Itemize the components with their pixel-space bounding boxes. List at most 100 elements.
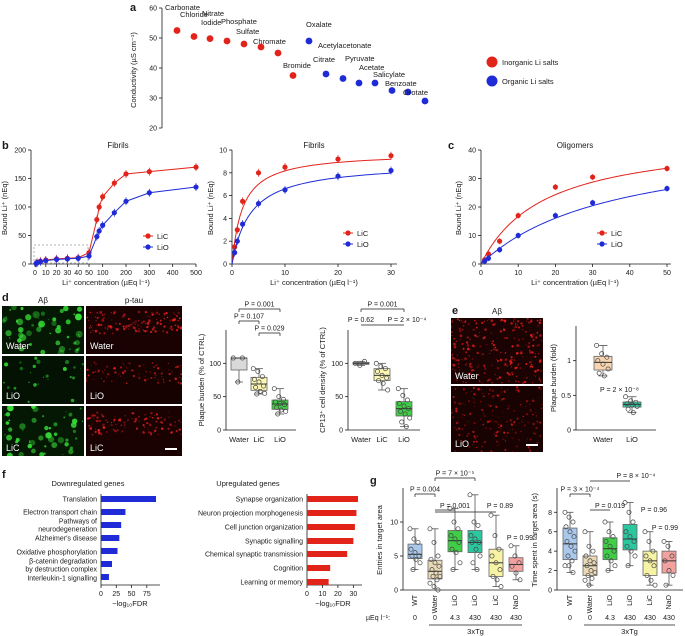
bar-up [307,579,329,585]
panel-g-entries-lio-point [473,546,479,552]
micro-speck [47,378,49,381]
micro-speck [125,382,128,385]
micro-speck [519,404,522,406]
micro-speck [128,362,131,365]
panel-g-time-lio-point [630,519,636,525]
micro-speck [86,380,88,382]
micro-speck [159,322,162,326]
micro-speck [51,320,57,327]
micro-speck [503,397,505,400]
micro-speck [520,322,523,325]
micro-speck [70,422,77,428]
micro-speck [529,403,531,405]
micro-speck [525,330,527,333]
micro-speck [112,367,115,370]
panel-g-time-nao-point [662,558,668,564]
panel-g-entries-ytick-label: 0 [394,588,398,595]
micro-speck [37,318,39,319]
data-point-LiC [485,251,492,257]
xtick-label: 25 [112,591,120,598]
micro-speck [493,322,496,326]
micro-speck [9,337,11,339]
micro-speck [48,427,52,430]
salt-label: Benzoate [385,79,417,88]
plaque-p3-pvalue: P = 0.029 [254,326,284,333]
xtick-label: 30 [349,591,357,598]
cp13-p1-pvalue: P = 0.001 [367,302,397,309]
micro-speck [520,430,522,433]
micro-speck [149,371,152,373]
panel-g-entries-wt-point [416,553,422,559]
micro-speck [513,337,516,340]
panel-g-time-lio-point [632,553,638,559]
panel-g-time-lic-point [650,548,656,554]
micro-speck [455,428,458,431]
micro-speck [64,442,69,447]
micro-speck [114,371,117,374]
panel-b-right-ytick-label: 2 [223,239,227,246]
micro-speck [170,325,173,328]
micro-speck [55,340,61,346]
entries-p1-pvalue: P = 7 × 10⁻⁵ [436,471,475,478]
panel-g-time-nao-point [663,582,669,588]
micro-speck [156,417,160,420]
micro-speck [16,319,19,322]
micro-speck [87,374,90,377]
panel-g-entries-lic-point [497,567,503,573]
panel-letter-e: e [452,305,458,317]
micro-speck [47,318,49,320]
micro-speck [536,331,539,334]
micro-speck [9,308,12,311]
micro-speck [466,343,469,346]
micro-speck [537,324,540,327]
panel-g-time-water-point [582,577,588,583]
salt-label: Iodide [201,18,221,27]
panel-g-time-lio-point [607,543,613,549]
xtick-label: 10 [281,270,289,277]
micro-speck [103,316,106,319]
micro-speck [69,375,72,379]
micro-speck [500,427,502,429]
micro-speck [122,325,125,328]
micro-speck [170,431,173,434]
micro-speck [77,334,80,336]
micro-speck [518,339,520,341]
micro-speck [180,433,182,435]
micro-speck [94,329,98,333]
micro-speck [490,350,492,352]
group-label: LiC [493,595,500,606]
micro-speck [162,378,164,381]
term-label-line: by destruction complex [25,567,97,574]
micro-speck [18,451,24,456]
micro-speck [539,334,542,337]
micro-speck [39,452,45,456]
micro-speck [479,418,482,421]
micro-speck [470,369,474,372]
micro-speck [494,432,497,434]
panel-g-time-water-point [588,568,594,574]
panel-g-entries-water-point [430,573,436,579]
xtick-label: 30 [64,270,72,277]
panel-g-entries-ytick-label: 10 [390,520,398,527]
micro-speck [110,312,113,314]
panel-d-plaque-ytick-label: 0 [217,428,221,435]
micro-speck [468,432,470,435]
micro-speck [8,427,13,432]
micro-speck [482,337,485,340]
micro-speck [122,362,125,365]
micro-speck [88,326,91,329]
entries-p5-pvalue: P = 0.99 [507,535,533,542]
micro-speck [153,372,156,375]
panel-g-entries-lio-point [472,536,478,542]
micro-speck [534,433,537,435]
xtick-label: 40 [74,270,82,277]
data-point-LiO [146,190,152,196]
micro-speck [467,432,469,435]
micro-speck [115,424,117,426]
micro-e-lio: LiO [451,386,543,452]
micro-speck [493,420,496,423]
micro-speck [522,415,525,418]
salt-point-acetylacetonate [322,70,330,78]
micro-speck [167,427,170,430]
micro-speck [463,377,465,379]
